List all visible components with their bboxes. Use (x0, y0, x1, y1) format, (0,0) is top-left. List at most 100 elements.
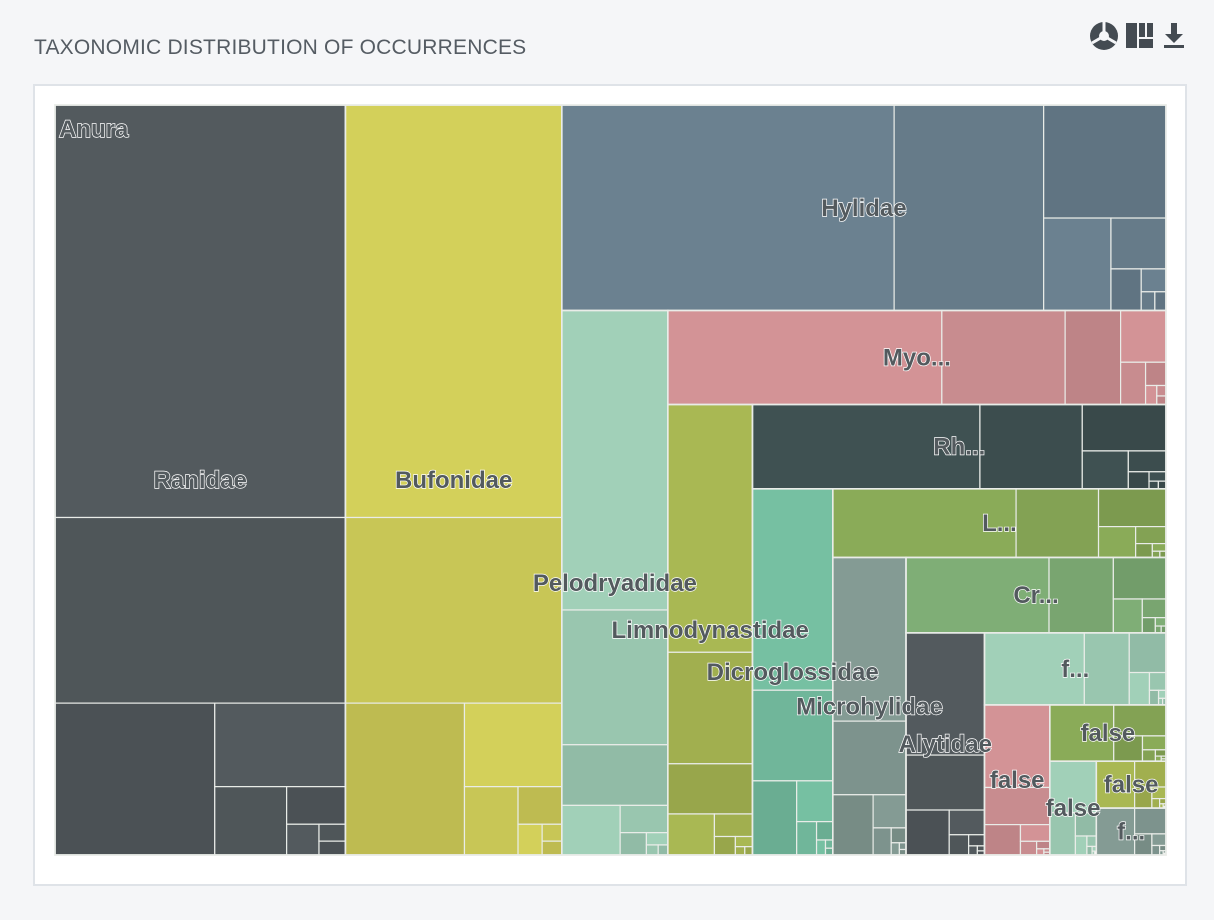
treemap-subtile[interactable] (1140, 291, 1156, 312)
treemap-subtile[interactable] (751, 780, 798, 856)
treemap-subtile[interactable] (734, 846, 746, 856)
treemap-subtile[interactable] (983, 824, 1022, 856)
treemap-subtile[interactable] (1154, 617, 1167, 627)
treemap-subtile[interactable] (667, 309, 943, 406)
treemap-subtile[interactable] (941, 309, 1066, 406)
treemap-subtile[interactable] (1159, 844, 1167, 852)
treemap-subtile[interactable] (1081, 450, 1129, 490)
treemap-subtile[interactable] (1097, 488, 1167, 528)
treemap-subtile[interactable] (815, 839, 827, 856)
treemap-subtile[interactable] (1151, 798, 1161, 809)
treemap-subtile[interactable] (1154, 749, 1167, 757)
treemap-subtile[interactable] (1144, 384, 1158, 406)
treemap-subtile[interactable] (1151, 542, 1167, 552)
treemap-subtile[interactable] (1127, 450, 1167, 473)
treemap-subtile[interactable] (1141, 749, 1157, 762)
treemap-subtile[interactable] (463, 786, 519, 856)
treemap-subtile[interactable] (872, 827, 892, 856)
treemap-subtile[interactable] (1135, 542, 1153, 559)
treemap-subtile[interactable] (905, 809, 950, 856)
treemap-subtile[interactable] (561, 744, 669, 806)
treemap-subtile[interactable] (1112, 556, 1167, 600)
treemap-subtile[interactable] (657, 844, 669, 856)
treemap-subtile[interactable] (1120, 309, 1167, 363)
treemap-subtile[interactable] (1128, 671, 1151, 706)
treemap-subtile[interactable] (463, 702, 563, 788)
treemap-subtile[interactable] (1086, 835, 1097, 848)
treemap-subtile[interactable] (1019, 824, 1051, 842)
treemap-subtile[interactable] (1086, 845, 1093, 856)
treemap-subtile[interactable] (1064, 309, 1122, 406)
treemap-subtile[interactable] (1081, 403, 1167, 452)
treemap-subtile[interactable] (744, 846, 754, 856)
treemap-subtile[interactable] (751, 689, 834, 782)
treemap-subtile[interactable] (1156, 384, 1167, 397)
treemap-subtile[interactable] (1127, 471, 1150, 490)
treemap-subtile[interactable] (561, 104, 895, 312)
treemap-subtile[interactable] (832, 720, 907, 796)
treemap-subtile[interactable] (1043, 104, 1167, 219)
treemap-subtile[interactable] (905, 556, 1050, 634)
treemap-subtile[interactable] (1154, 625, 1162, 634)
treemap-subtile[interactable] (1144, 361, 1167, 387)
treemap-subtile[interactable] (1074, 835, 1088, 856)
treemap-subtile[interactable] (286, 786, 347, 825)
treemap-subtile[interactable] (1015, 488, 1100, 559)
treemap-subtile[interactable] (1141, 735, 1167, 751)
treemap-subtile[interactable] (1019, 840, 1038, 856)
treemap-subtile[interactable] (344, 104, 563, 519)
treemap-subtile[interactable] (1148, 671, 1167, 691)
treemap-subtile[interactable] (893, 104, 1045, 312)
treemap-subtile[interactable] (1110, 268, 1142, 312)
treemap-subtile[interactable] (832, 794, 874, 856)
treemap-subtile[interactable] (1159, 550, 1167, 559)
treemap-subtile[interactable] (1156, 395, 1167, 406)
treemap-subtile[interactable] (832, 488, 1017, 559)
treemap-subtile[interactable] (1036, 848, 1045, 856)
treemap-subtile[interactable] (968, 845, 978, 856)
download-button[interactable] (1160, 20, 1192, 52)
treemap-subtile[interactable] (344, 516, 563, 704)
treemap-subtile[interactable] (1083, 632, 1130, 706)
treemap-subtile[interactable] (824, 839, 834, 849)
treemap-subtile[interactable] (1128, 632, 1167, 674)
treemap-subtile[interactable] (1097, 526, 1137, 559)
treemap-subtile[interactable] (541, 823, 563, 842)
treemap-subtile[interactable] (54, 702, 216, 856)
treemap-subtile[interactable] (667, 763, 754, 815)
treemap-subtile[interactable] (667, 651, 754, 765)
treemap-subtile[interactable] (561, 804, 621, 856)
treemap-subtile[interactable] (645, 844, 659, 856)
treemap-subtile[interactable] (214, 702, 347, 788)
treemap-subtile[interactable] (561, 309, 669, 611)
treemap-subtile[interactable] (1157, 480, 1167, 490)
treemap-subtile[interactable] (1049, 760, 1097, 814)
treemap-subtile[interactable] (318, 840, 347, 856)
treemap-subtile[interactable] (1157, 697, 1164, 706)
treemap-subtile[interactable] (286, 823, 320, 856)
treemap-subtile[interactable] (1141, 617, 1156, 634)
treemap-subtile[interactable] (796, 821, 818, 856)
treemap-subtile[interactable] (1141, 598, 1167, 619)
treemap-subtile[interactable] (1151, 550, 1161, 559)
treemap-subtile[interactable] (1154, 291, 1167, 312)
treemap-subtile[interactable] (948, 809, 986, 836)
treemap-subtile[interactable] (1120, 361, 1147, 406)
treemap-subtile[interactable] (1151, 844, 1161, 856)
treemap-subtile[interactable] (1159, 798, 1167, 805)
treemap-subtile[interactable] (54, 516, 347, 704)
treemap-subtile[interactable] (890, 842, 900, 856)
treemap-subtile[interactable] (796, 780, 834, 823)
treemap-subtile[interactable] (1157, 689, 1167, 699)
treemap-subtile[interactable] (645, 832, 669, 846)
treemap-subtile[interactable] (517, 786, 563, 825)
treemap-subtile[interactable] (824, 847, 834, 856)
treemap-subtile[interactable] (318, 823, 347, 842)
treemap-subtile[interactable] (344, 702, 466, 856)
treemap-subtile[interactable] (905, 754, 986, 811)
treemap-subtile[interactable] (1148, 471, 1167, 482)
treemap-subtile[interactable] (517, 823, 543, 856)
treemap-subtile[interactable] (667, 813, 716, 856)
treemap-subtile[interactable] (713, 813, 754, 838)
treemap-subtile[interactable] (1135, 526, 1167, 545)
